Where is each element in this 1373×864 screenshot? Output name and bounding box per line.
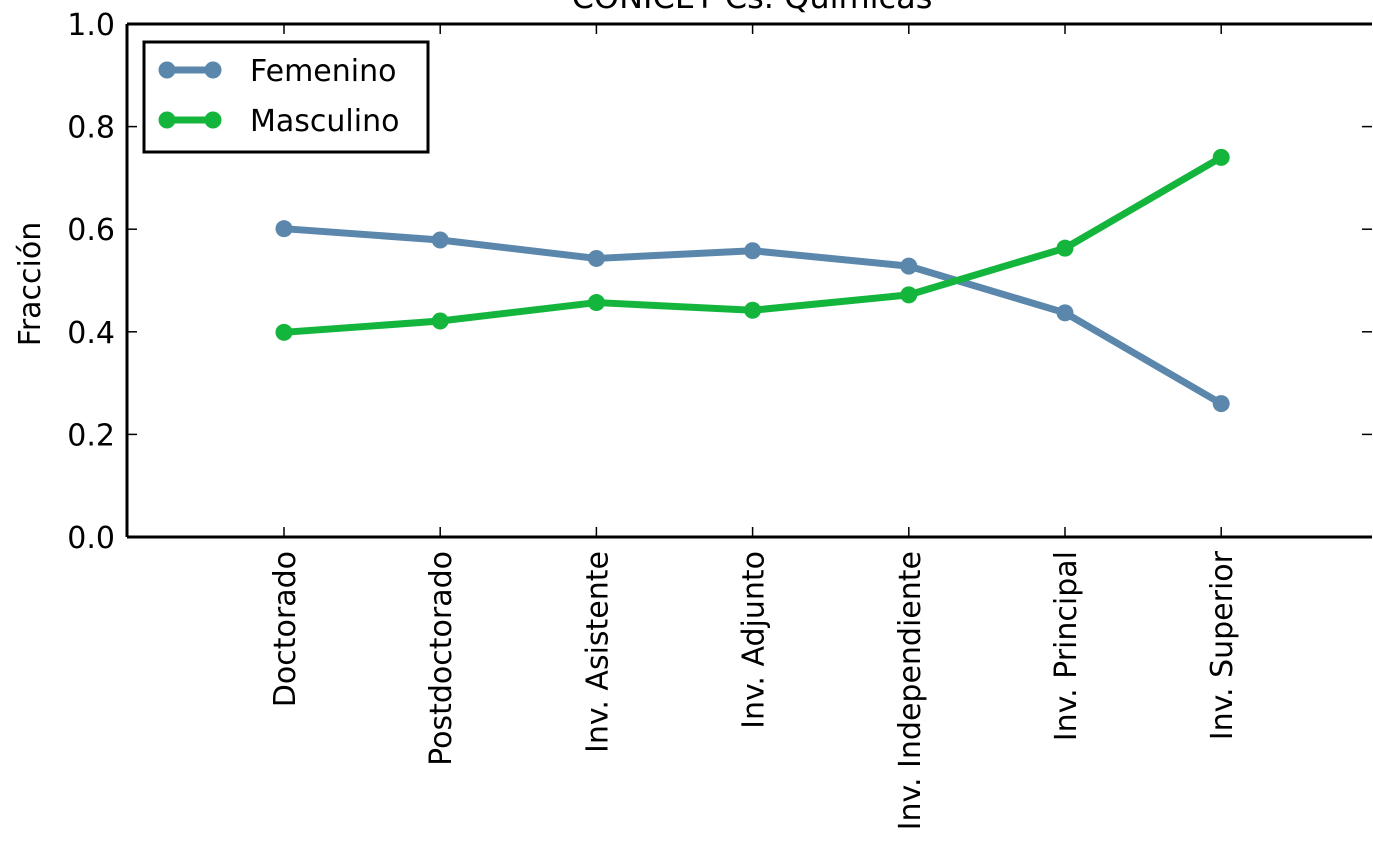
- legend-label-masculino: Masculino: [250, 104, 399, 139]
- legend-marker: [204, 61, 222, 79]
- y-tick-label: 0.2: [67, 418, 115, 453]
- x-tick-label: Inv. Adjunto: [737, 551, 772, 729]
- data-point-femenino: [587, 249, 605, 267]
- legend-marker: [158, 111, 176, 129]
- y-tick-label: 0.4: [67, 316, 115, 351]
- legend: Femenino Masculino: [142, 40, 430, 154]
- data-point-femenino: [900, 257, 918, 275]
- legend-marker: [204, 111, 222, 129]
- legend-marker: [158, 61, 176, 79]
- axes-layer: [125, 22, 1372, 539]
- data-point-masculino: [587, 294, 605, 312]
- x-tick-label: Inv. Superior: [1205, 550, 1240, 740]
- data-point-femenino: [431, 231, 449, 249]
- data-point-femenino: [1056, 304, 1074, 322]
- data-point-masculino: [1212, 148, 1230, 166]
- y-tick-label: 0.0: [67, 521, 115, 556]
- legend-frame: [142, 40, 430, 154]
- series-layer: [275, 148, 1230, 413]
- chart-title: CONICET Cs. Químicas: [572, 0, 933, 16]
- y-tick-label: 1.0: [67, 8, 115, 43]
- ticks-layer: 0.0 0.2 0.4 0.6 0.8 1.0 Doctorado Postdoctorado…: [67, 8, 1372, 830]
- y-tick-label: 0.8: [67, 111, 115, 146]
- x-tick-label: Inv. Principal: [1049, 551, 1084, 741]
- x-tick-label: Inv. Independiente: [893, 551, 928, 830]
- data-point-femenino: [1212, 395, 1230, 413]
- ylabel-layer: Fracción: [13, 222, 48, 346]
- x-tick-label: Inv. Asistente: [580, 551, 615, 753]
- data-point-femenino: [744, 242, 762, 260]
- data-point-masculino: [1056, 239, 1074, 257]
- legend-label-femenino: Femenino: [250, 54, 396, 89]
- data-point-masculino: [431, 312, 449, 330]
- data-point-masculino: [275, 323, 293, 341]
- title-layer: CONICET Cs. Químicas: [572, 0, 933, 16]
- data-point-masculino: [900, 286, 918, 304]
- y-axis-label: Fracción: [13, 222, 48, 346]
- data-point-masculino: [744, 301, 762, 319]
- x-tick-label: Doctorado: [268, 551, 303, 707]
- y-tick-label: 0.6: [67, 213, 115, 248]
- data-point-femenino: [275, 220, 293, 238]
- x-tick-label: Postdoctorado: [424, 551, 459, 766]
